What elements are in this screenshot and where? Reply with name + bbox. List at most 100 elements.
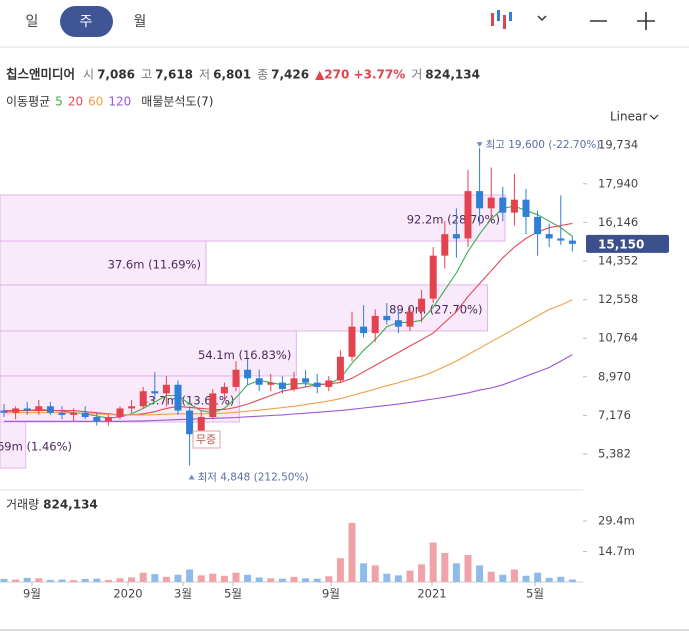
stock-name: 칩스앤미디어 [6, 67, 75, 82]
candle-body [0, 410, 8, 413]
x-tick-label: 5월 [224, 587, 242, 601]
y-tick-label: 19,734 [598, 138, 638, 152]
moving-average-line [3, 205, 573, 419]
candle-body [174, 384, 182, 411]
tab[interactable]: 주 [80, 14, 93, 30]
price-pane: 92.2m (28.70%) 37.6m (11.69%) 89.0m (27.70… [0, 139, 600, 483]
stock-info: 칩스앤미디어 시 7,086 고 7,618 저 6,801 종 7,426 ▲270 +3.77… [6, 67, 480, 109]
volume-bar [93, 578, 101, 582]
ma-label: 이동평균 [6, 95, 50, 109]
volume-profile-zone [0, 194, 506, 242]
volume-bar [232, 572, 240, 582]
volume-bar [418, 564, 426, 582]
x-tick-label: 2021 [417, 587, 446, 601]
y-tick-label: 10,764 [598, 331, 638, 345]
candle-body [93, 417, 101, 422]
profile-label: 매물분석도(7) [141, 95, 213, 109]
ma-period: 120 [108, 95, 131, 109]
candle-body [70, 412, 78, 415]
field-value: 6,801 [213, 68, 251, 82]
volume-bar [81, 578, 89, 582]
tab[interactable]: 월 [134, 14, 147, 30]
zone-label: 37.6m (11.69%) [108, 257, 201, 271]
volume-bar [70, 580, 78, 582]
volume-bar [116, 578, 124, 582]
field-label: 고 [141, 68, 152, 82]
field-value: 7,426 [271, 68, 309, 82]
candle-body [476, 191, 484, 209]
volume-bar [499, 574, 507, 582]
candle-body [232, 369, 240, 387]
candle-body [499, 197, 507, 213]
volume-bar [220, 575, 228, 582]
moving-average-line [4, 222, 573, 416]
zone-label: 89.0m (27.70%) [389, 302, 482, 316]
candle-body [336, 356, 344, 381]
volume-bar [46, 579, 54, 582]
candle-body [209, 393, 217, 418]
candle-body [116, 408, 124, 418]
volume-bar [58, 579, 66, 582]
candle-body [12, 408, 20, 413]
low-note: 최저 4,848 (212.50%) [198, 471, 309, 483]
x-tick-label: 2020 [113, 587, 142, 601]
volume-bar [197, 575, 205, 582]
volume-bar [313, 578, 321, 582]
volume-bar [487, 571, 495, 582]
y-tick-label: 17,940 [598, 176, 638, 190]
candle-body [325, 380, 333, 387]
candle-body [139, 391, 147, 407]
field-label: 저 [199, 68, 210, 82]
zone-label: 54.1m (16.83%) [198, 348, 291, 362]
current-price: 15,150 [598, 237, 644, 251]
scale-label[interactable]: Linear [610, 110, 647, 124]
volume-bar [545, 577, 553, 582]
volume-current: 824,134 [43, 498, 98, 512]
tab[interactable]: 일 [26, 14, 39, 30]
volume-profile-zone [0, 240, 207, 286]
volume-bar [476, 565, 484, 582]
candle-body [487, 197, 495, 209]
volume-bar [209, 573, 217, 582]
volume-bar [348, 522, 356, 582]
candle-body [267, 382, 275, 385]
volume-bar [35, 578, 43, 582]
candle-body [568, 240, 576, 244]
candle-body [394, 320, 402, 327]
volume-bar [429, 542, 437, 582]
scale-toggle[interactable]: Linear [610, 110, 659, 124]
icon-bar [503, 15, 506, 29]
volume-bar [557, 576, 565, 582]
x-tick-label: 9월 [322, 587, 340, 601]
candle-body [371, 315, 379, 334]
moving-average-line [4, 299, 573, 416]
current-price-badge [586, 234, 669, 253]
candle-body [302, 378, 310, 383]
event-box [192, 430, 221, 449]
volume-bar [139, 572, 147, 582]
zone-label: 92.2m (28.70%) [407, 213, 500, 227]
volume-bar [0, 578, 8, 582]
candle-body [557, 238, 565, 241]
volume-tick-label: 29.4m [598, 514, 635, 528]
low-marker [188, 474, 195, 480]
candle-body [418, 298, 426, 312]
candle-body [197, 417, 205, 435]
candle-body [360, 326, 368, 334]
candle-body [186, 410, 194, 435]
field-label: 시 [83, 68, 94, 82]
volume-bar [441, 552, 449, 582]
change: ▲270 +3.77% [315, 68, 405, 82]
icon-bar [491, 13, 494, 26]
zoom-in[interactable] [637, 12, 655, 30]
volume-bar [267, 578, 275, 582]
candle-body [522, 199, 530, 217]
candle-body [244, 369, 252, 379]
y-tick-label: 8,970 [598, 369, 631, 383]
y-tick-label: 7,176 [598, 408, 631, 422]
volume-bar [510, 569, 518, 582]
dropdown-chevron[interactable] [537, 15, 547, 22]
field-value: 7,086 [97, 68, 135, 82]
chart-type-icon[interactable] [491, 10, 512, 29]
